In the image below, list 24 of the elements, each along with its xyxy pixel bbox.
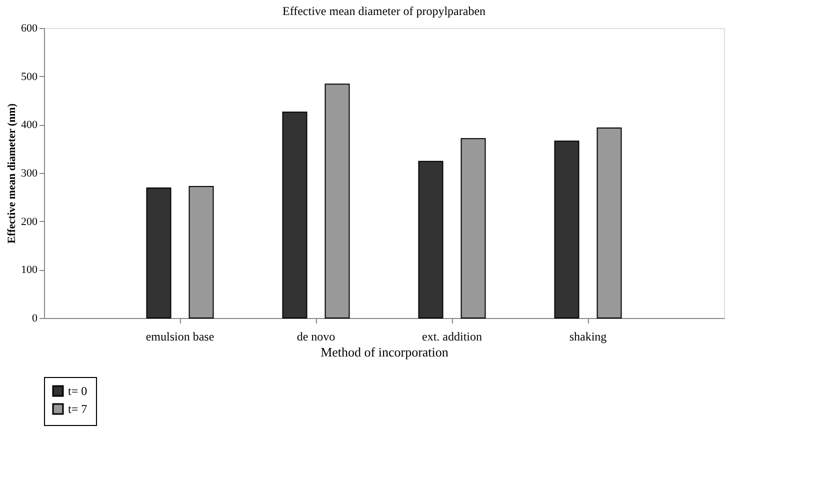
y-tick-label: 300 xyxy=(21,168,38,180)
bar xyxy=(418,160,444,318)
legend-label: t= 0 xyxy=(68,384,88,398)
y-tick-label: 0 xyxy=(32,312,38,324)
x-tick-label: ext. addition xyxy=(422,330,482,344)
x-axis-title: Method of incorporation xyxy=(320,344,449,360)
y-tick-label: 600 xyxy=(21,22,38,34)
y-tick-label: 500 xyxy=(21,70,38,83)
bar xyxy=(146,187,172,318)
bar xyxy=(324,84,350,318)
y-axis-title: Effective mean diameter (nm) xyxy=(6,103,18,244)
chart-title: Effective mean diameter of propylparaben xyxy=(282,4,486,18)
y-tick-label: 100 xyxy=(21,264,38,276)
y-tick-label: 400 xyxy=(21,119,38,132)
x-tick-label: de novo xyxy=(296,330,336,344)
x-tick-label: shaking xyxy=(569,330,607,344)
bar xyxy=(554,140,580,318)
bar xyxy=(188,186,214,318)
bar xyxy=(596,128,622,318)
y-tick-label: 200 xyxy=(21,216,38,228)
bar xyxy=(282,112,308,318)
bar xyxy=(460,138,486,318)
legend-label: t= 7 xyxy=(68,402,88,416)
x-tick-label: emulsion base xyxy=(146,330,214,344)
